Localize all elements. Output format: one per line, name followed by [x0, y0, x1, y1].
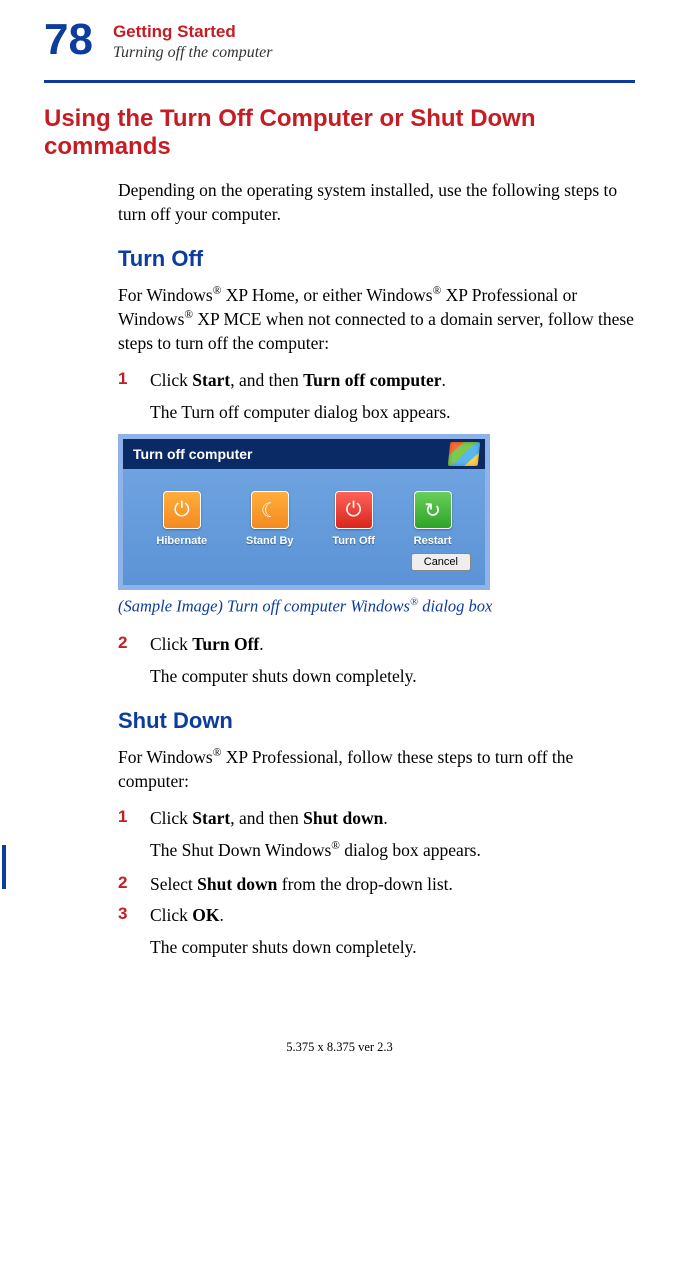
cancel-row: Cancel — [137, 553, 471, 571]
turnoff-intro: For Windows® XP Home, or either Windows®… — [118, 284, 635, 355]
text: For Windows — [118, 285, 213, 305]
windows-logo-icon — [448, 442, 481, 466]
text: For Windows — [118, 747, 213, 767]
dialog-title: Turn off computer — [133, 446, 253, 462]
bold-text: Shut down — [303, 808, 383, 828]
heading-turnoff: Turn Off — [118, 246, 635, 272]
bold-text: Turn Off — [192, 634, 259, 654]
section-title: Turning off the computer — [113, 44, 273, 62]
text: Click — [150, 808, 192, 828]
page-number: 78 — [44, 18, 93, 62]
registered-mark: ® — [410, 596, 418, 608]
turnoff-dialog: Turn off computer ⏻ Hibernate ☾ Stand By… — [118, 434, 490, 590]
turnoff-step-1: 1 Click Start, and then Turn off compute… — [118, 369, 635, 393]
text: , and then — [230, 370, 303, 390]
turnoff-step-2: 2 Click Turn Off. — [118, 633, 635, 657]
turnoff-label: Turn Off — [332, 535, 375, 547]
step-number: 1 — [118, 807, 132, 831]
cancel-button[interactable]: Cancel — [411, 553, 471, 571]
text: dialog box appears. — [340, 840, 481, 860]
text: The Shut Down Windows — [150, 840, 331, 860]
step-body: Click Start, and then Shut down. — [150, 807, 388, 831]
shutdown-step-3: 3 Click OK. — [118, 904, 635, 928]
page-header: 78 Getting Started Turning off the compu… — [44, 18, 635, 62]
text: Select — [150, 874, 197, 894]
text: , and then — [230, 808, 303, 828]
standby-icon: ☾ — [251, 491, 289, 529]
bold-text: Start — [192, 370, 230, 390]
text: XP Home, or either Windows — [221, 285, 432, 305]
step-number: 2 — [118, 633, 132, 657]
text: . — [259, 634, 263, 654]
text: (Sample Image) Turn off computer Windows — [118, 597, 410, 616]
dialog-titlebar: Turn off computer — [123, 439, 485, 469]
header-divider — [44, 80, 635, 83]
step-number: 1 — [118, 369, 132, 393]
text: . — [383, 808, 387, 828]
turnoff-icon: ⏻ — [335, 491, 373, 529]
page-footer: 5.375 x 8.375 ver 2.3 — [44, 1040, 635, 1055]
text: Click — [150, 634, 192, 654]
text: dialog box — [418, 597, 492, 616]
step-number: 3 — [118, 904, 132, 928]
standby-button[interactable]: ☾ Stand By — [246, 491, 294, 547]
step-body: Select Shut down from the drop-down list… — [150, 873, 453, 897]
shutdown-step-1: 1 Click Start, and then Shut down. — [118, 807, 635, 831]
dialog-body: ⏻ Hibernate ☾ Stand By ⏻ Turn Off ↻ Rest… — [123, 469, 485, 585]
shutdown-step-3-note: The computer shuts down completely. — [150, 936, 635, 960]
restart-button[interactable]: ↻ Restart — [414, 491, 452, 547]
text: . — [442, 370, 446, 390]
bold-text: Shut down — [197, 874, 277, 894]
chapter-title: Getting Started — [113, 22, 273, 42]
revision-bar — [2, 845, 6, 889]
page: 78 Getting Started Turning off the compu… — [0, 0, 679, 1085]
hibernate-label: Hibernate — [156, 535, 207, 547]
dialog-caption: (Sample Image) Turn off computer Windows… — [118, 596, 635, 617]
heading-main: Using the Turn Off Computer or Shut Down… — [44, 105, 635, 161]
step-number: 2 — [118, 873, 132, 897]
registered-mark: ® — [433, 285, 442, 297]
turnoff-button[interactable]: ⏻ Turn Off — [332, 491, 375, 547]
heading-shutdown: Shut Down — [118, 708, 635, 734]
intro-paragraph: Depending on the operating system instal… — [118, 179, 635, 226]
header-titles: Getting Started Turning off the computer — [113, 18, 273, 62]
bold-text: Turn off computer — [303, 370, 441, 390]
restart-icon: ↻ — [414, 491, 452, 529]
registered-mark: ® — [331, 840, 340, 852]
text: from the drop-down list. — [277, 874, 452, 894]
text: Click — [150, 905, 192, 925]
standby-label: Stand By — [246, 535, 294, 547]
bold-text: OK — [192, 905, 219, 925]
dialog-button-row: ⏻ Hibernate ☾ Stand By ⏻ Turn Off ↻ Rest… — [137, 491, 471, 547]
step-body: Click Turn Off. — [150, 633, 264, 657]
step-body: Click Start, and then Turn off computer. — [150, 369, 446, 393]
shutdown-intro: For Windows® XP Professional, follow the… — [118, 746, 635, 793]
text: XP MCE when not connected to a domain se… — [118, 309, 634, 353]
text: Click — [150, 370, 192, 390]
hibernate-icon: ⏻ — [163, 491, 201, 529]
turnoff-step-2-note: The computer shuts down completely. — [150, 665, 635, 689]
turnoff-section: Turn Off For Windows ® XP Home, or either… — [118, 246, 635, 959]
step-body: Click OK. — [150, 904, 224, 928]
registered-mark: ® — [184, 309, 193, 321]
turnoff-step-1-note: The Turn off computer dialog box appears… — [150, 401, 635, 425]
text: . — [220, 905, 224, 925]
shutdown-step-1-note: The Shut Down Windows® dialog box appear… — [150, 839, 635, 863]
hibernate-button[interactable]: ⏻ Hibernate — [156, 491, 207, 547]
bold-text: Start — [192, 808, 230, 828]
restart-label: Restart — [414, 535, 452, 547]
shutdown-step-2: 2 Select Shut down from the drop-down li… — [118, 873, 635, 897]
